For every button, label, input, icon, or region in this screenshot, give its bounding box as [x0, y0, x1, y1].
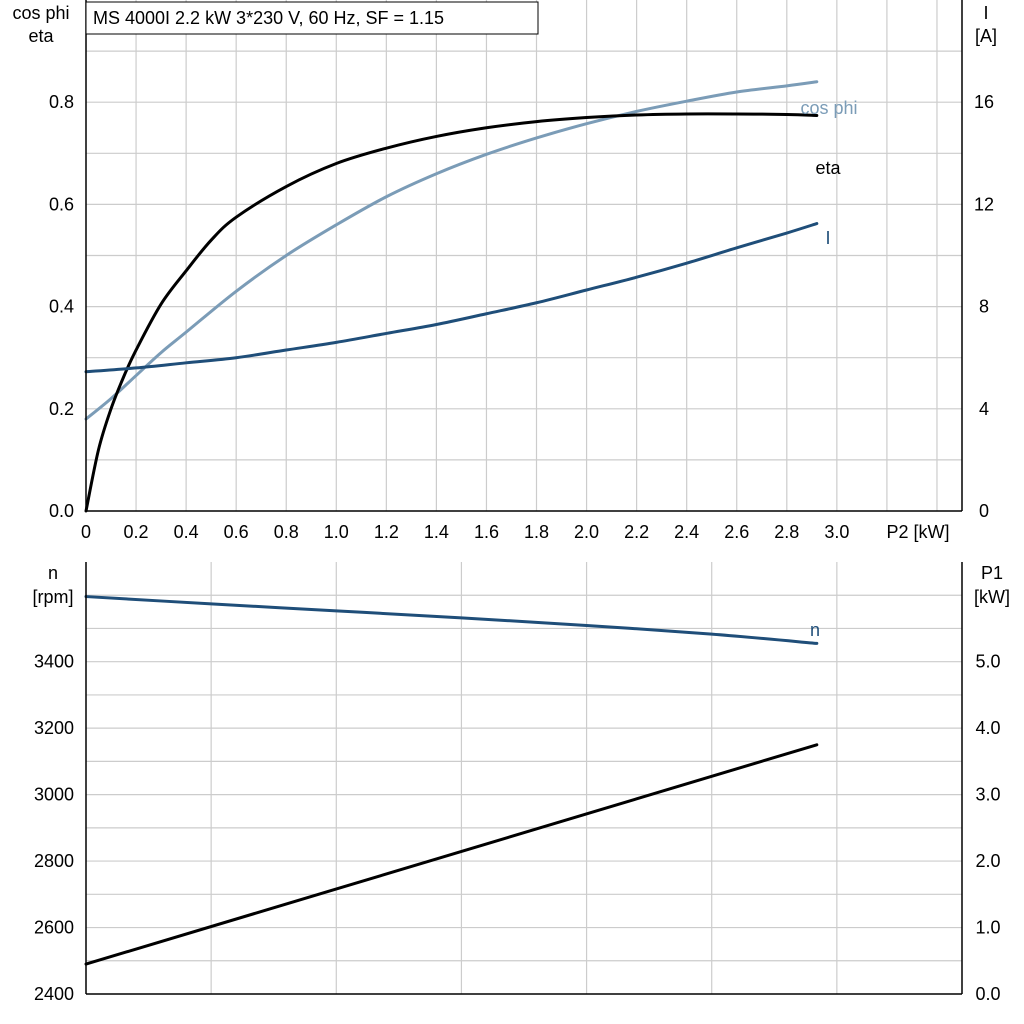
top-x-tick-label: 2.6 [724, 522, 749, 542]
bottom-right-tick-label: 2.0 [975, 851, 1000, 871]
top-left-tick-label: 0.0 [49, 501, 74, 521]
bottom-right-tick-label: 0.0 [975, 984, 1000, 1004]
series-line-cos-phi [84, 80, 819, 421]
top-x-tick-label: 0.4 [174, 522, 199, 542]
top-x-tick-label: 1.8 [524, 522, 549, 542]
top-right-tick-label: 4 [979, 399, 989, 419]
bottom-right-tick-label: 1.0 [975, 918, 1000, 938]
top-right-tick-label: 8 [979, 297, 989, 317]
top-x-tick-label: 2.8 [774, 522, 799, 542]
bottom-left-tick-label: 2400 [34, 984, 74, 1004]
series-line-p1 [84, 743, 819, 966]
bottom-grid [86, 562, 962, 994]
bottom-left-axis-title-line2: [rpm] [32, 587, 73, 607]
top-x-tick-label: 1.2 [374, 522, 399, 542]
top-right-axis-title-line1: I [983, 3, 988, 23]
top-x-axis-title: P2 [kW] [886, 522, 949, 542]
top-panel: 0 0.2 0.4 0.6 0.8 1.0 1.2 1.4 1.6 1.8 2.0 2.2 2.4 2.6… [12, 0, 997, 542]
bottom-right-axis-title-line1: P1 [981, 563, 1003, 583]
bottom-left-tick-label: 2800 [34, 851, 74, 871]
bottom-left-tick-label: 3400 [34, 652, 74, 672]
top-x-tick-label: 3.0 [824, 522, 849, 542]
top-right-axis-title-line2: [A] [975, 26, 997, 46]
top-x-tick-label: 1.0 [324, 522, 349, 542]
top-x-tick-label: 2.4 [674, 522, 699, 542]
top-left-axis-title-line2: eta [28, 26, 54, 46]
top-right-tick-label: 16 [974, 92, 994, 112]
top-right-tick-label: 12 [974, 194, 994, 214]
bottom-right-tick-label: 4.0 [975, 718, 1000, 738]
top-grid [86, 0, 962, 511]
top-left-tick-label: 0.6 [49, 194, 74, 214]
series-line-n [84, 595, 819, 645]
bottom-axes: 2400 2600 2800 3000 3200 3400 0.0 1.0 2.0 3.0 4.0 5… [34, 562, 1001, 1004]
bottom-left-tick-label: 3000 [34, 785, 74, 805]
top-left-tick-label: 0.8 [49, 92, 74, 112]
top-left-tick-label: 0.4 [49, 297, 74, 317]
bottom-left-tick-label: 3200 [34, 718, 74, 738]
series-line-i [84, 222, 819, 374]
top-axes: 0 0.2 0.4 0.6 0.8 1.0 1.2 1.4 1.6 1.8 2.0 2.2 2.4 2.6… [49, 0, 994, 542]
bottom-right-tick-label: 3.0 [975, 785, 1000, 805]
top-x-tick-label: 1.4 [424, 522, 449, 542]
bottom-right-axis-title-line2: [kW] [974, 587, 1010, 607]
chart-title: MS 4000I 2.2 kW 3*230 V, 60 Hz, SF = 1.1… [93, 8, 444, 28]
bottom-left-tick-label: 2600 [34, 918, 74, 938]
top-x-tick-label: 2.2 [624, 522, 649, 542]
top-x-tick-label: 1.6 [474, 522, 499, 542]
chart-title-box [85, 1, 539, 35]
series-label-cos-phi: cos phi [800, 98, 857, 118]
series-label-eta: eta [815, 158, 841, 178]
bottom-series-group [84, 595, 819, 966]
top-series-group [84, 80, 819, 513]
series-label-current: I [825, 228, 830, 248]
bottom-panel: 2400 2600 2800 3000 3200 3400 0.0 1.0 2.0 3.0 4.0 5… [32, 562, 1010, 1004]
top-x-tick-label: 0.8 [274, 522, 299, 542]
bottom-left-axis-title-line1: n [48, 563, 58, 583]
series-label-speed: n [810, 620, 820, 640]
bottom-right-tick-label: 5.0 [975, 652, 1000, 672]
top-x-tick-label: 2.0 [574, 522, 599, 542]
top-x-tick-label: 0.6 [224, 522, 249, 542]
top-x-tick-label: 0.2 [124, 522, 149, 542]
top-right-tick-label: 0 [979, 501, 989, 521]
top-left-tick-label: 0.2 [49, 399, 74, 419]
top-left-axis-title-line1: cos phi [12, 3, 69, 23]
top-x-tick-label: 0 [81, 522, 91, 542]
